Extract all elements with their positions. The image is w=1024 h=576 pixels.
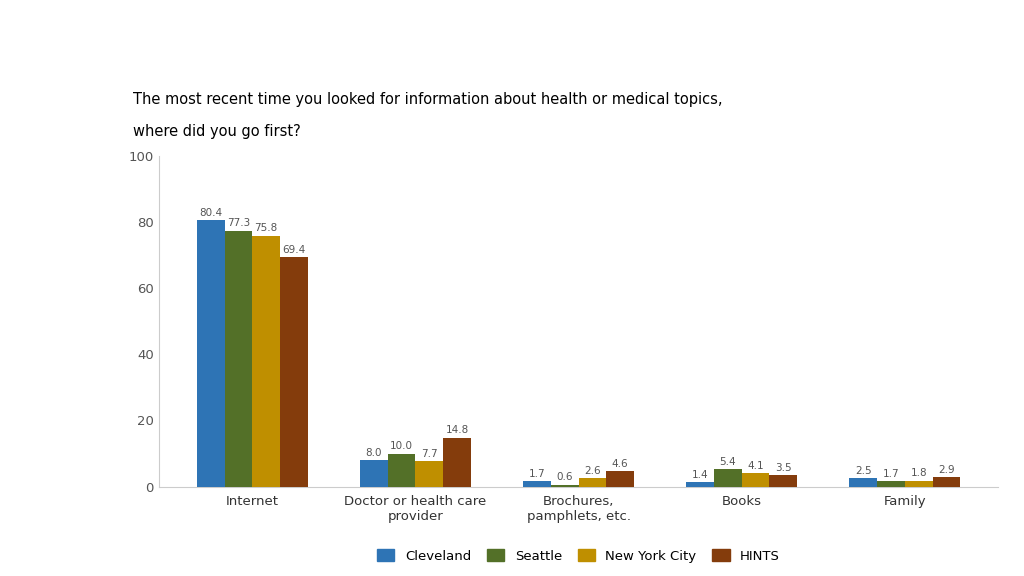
Bar <box>416 461 443 487</box>
Text: 14.8: 14.8 <box>445 426 469 435</box>
Text: 1.4: 1.4 <box>692 470 709 480</box>
Text: 75.8: 75.8 <box>255 223 278 233</box>
Legend: Cleveland, Seattle, New York City, HINTS: Cleveland, Seattle, New York City, HINTS <box>372 544 785 568</box>
Text: 3.5: 3.5 <box>775 463 792 473</box>
Text: 69.4: 69.4 <box>283 245 305 255</box>
Text: 4.6: 4.6 <box>612 459 629 469</box>
Text: 1.8: 1.8 <box>910 468 927 479</box>
Bar <box>281 257 308 487</box>
Text: 77.3: 77.3 <box>227 218 250 228</box>
Bar <box>877 481 905 487</box>
Text: 7.7: 7.7 <box>421 449 437 459</box>
Bar <box>686 482 714 487</box>
Text: 4: 4 <box>1000 547 1011 562</box>
Bar <box>388 454 416 487</box>
Bar <box>551 485 579 487</box>
Text: 0.6: 0.6 <box>556 472 573 483</box>
Text: 2.6: 2.6 <box>584 466 601 476</box>
Text: level data: level data <box>133 70 238 89</box>
Bar <box>579 478 606 487</box>
Text: 2.5: 2.5 <box>855 466 871 476</box>
Text: 2.9: 2.9 <box>938 465 954 475</box>
Bar <box>197 221 224 487</box>
Bar <box>741 473 769 487</box>
Text: 80.4: 80.4 <box>200 208 222 218</box>
Text: 8.0: 8.0 <box>366 448 382 458</box>
Bar <box>224 231 252 487</box>
Text: where did you go first?: where did you go first? <box>133 124 301 139</box>
Bar <box>849 479 877 487</box>
Text: icfi.com  |  Passion. Expertise.: icfi.com | Passion. Expertise. <box>20 548 211 561</box>
Text: 1.7: 1.7 <box>528 469 545 479</box>
Bar <box>252 236 281 487</box>
Bar <box>769 475 797 487</box>
Text: Results.: Results. <box>197 548 253 561</box>
Bar <box>714 469 741 487</box>
Bar <box>933 477 961 487</box>
Text: 5.4: 5.4 <box>720 457 736 467</box>
Bar <box>606 472 634 487</box>
Text: The most recent time you looked for information about health or medical topics,: The most recent time you looked for info… <box>133 92 723 107</box>
Text: A Comparison of national estimates with  site: A Comparison of national estimates with … <box>364 25 846 44</box>
Bar <box>360 460 388 487</box>
Text: 4.1: 4.1 <box>748 461 764 471</box>
Text: The CHINTS Pilot:: The CHINTS Pilot: <box>133 25 326 44</box>
Bar <box>443 438 471 487</box>
Bar <box>523 481 551 487</box>
Text: 10.0: 10.0 <box>390 441 413 451</box>
Text: 1.7: 1.7 <box>883 469 899 479</box>
Bar <box>905 481 933 487</box>
